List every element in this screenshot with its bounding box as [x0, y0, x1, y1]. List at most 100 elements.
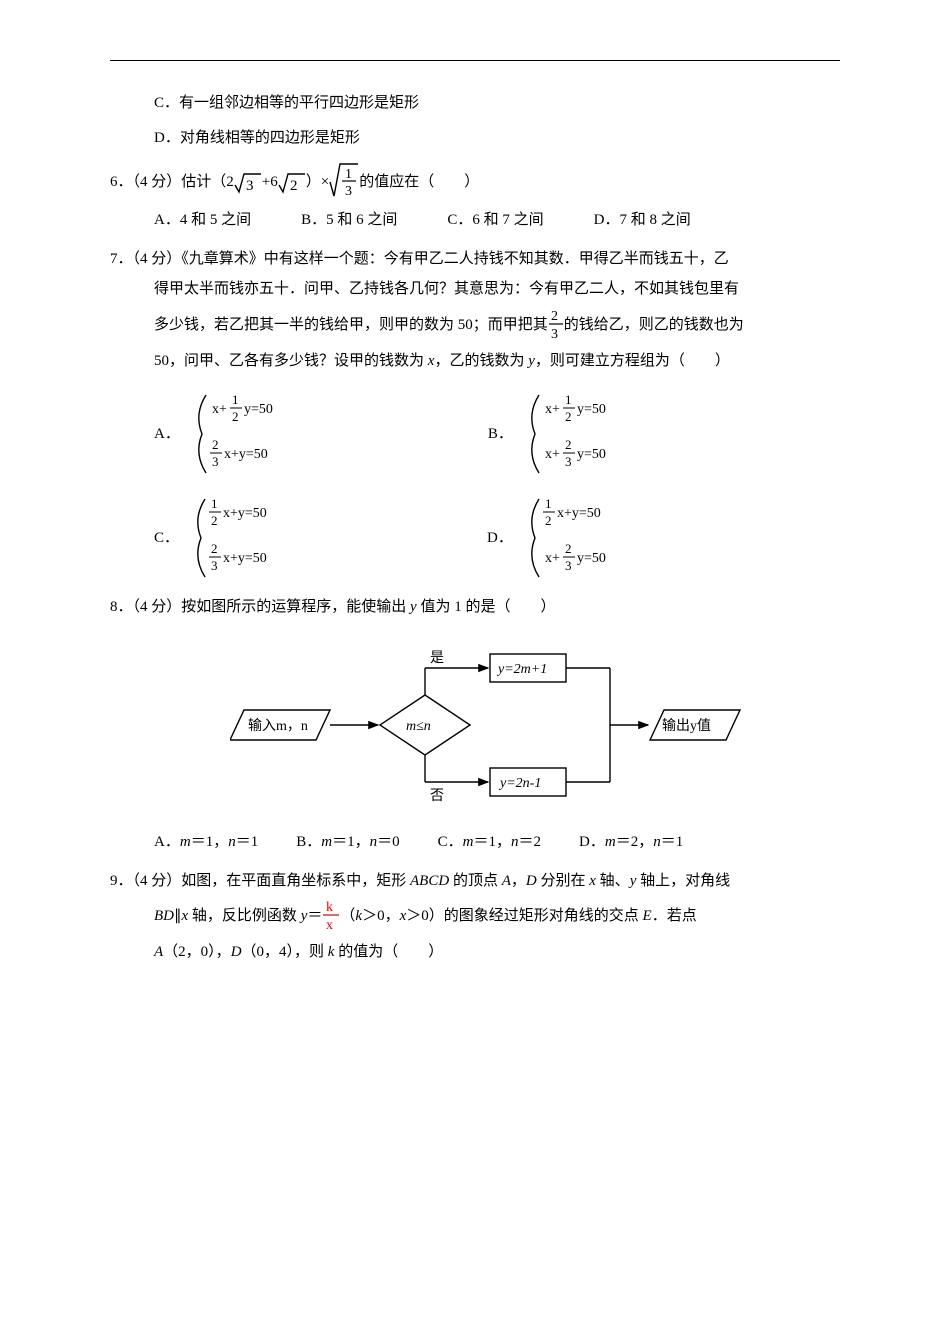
q6-text-1: 6．（4 分）估计（2	[110, 174, 234, 190]
system-c-icon: 1 2 x+y=50 2 3 x+y=50	[187, 493, 307, 583]
question-6: 6．（4 分）估计（23+62）×13的值应在（ ）	[110, 162, 840, 200]
svg-text:y=50: y=50	[244, 402, 273, 417]
svg-text:1: 1	[211, 496, 218, 511]
svg-text:2: 2	[545, 513, 552, 528]
svg-text:x: x	[326, 918, 333, 932]
q9-line2: BD∥x 轴，反比例函数 y＝kx（k＞0，x＞0）的图象经过矩形对角线的交点 …	[110, 897, 840, 936]
svg-text:2: 2	[211, 541, 218, 556]
frac-k-x-icon: kx	[322, 898, 340, 932]
q7-opt-d: D． 1 2 x+y=50 x+ 2 3 y=50	[487, 493, 641, 583]
question-9: 9．（4 分）如图，在平面直角坐标系中，矩形 ABCD 的顶点 A，D 分别在 …	[110, 867, 840, 967]
svg-text:2: 2	[565, 541, 572, 556]
question-8: 8．（4 分）按如图所示的运算程序，能使输出 y 值为 1 的是（ ）	[110, 593, 840, 622]
svg-text:y=50: y=50	[577, 551, 606, 566]
svg-text:y=50: y=50	[577, 402, 606, 417]
svg-text:2: 2	[565, 409, 572, 424]
q8-options: A．m＝1，n＝1 B．m＝1，n＝0 C．m＝1，n＝2 D．m＝2，n＝1	[110, 828, 840, 857]
svg-text:3: 3	[211, 558, 218, 573]
q8-opt-c: C．m＝1，n＝2	[438, 828, 541, 857]
q7-line1: 7．（4 分）《九章算术》中有这样一个题：今有甲乙二人持钱不知其数．甲得乙半而钱…	[110, 245, 840, 274]
sqrt-frac-1-3-icon: 13	[329, 162, 359, 200]
q7-l4b: ，乙的钱数为	[434, 353, 528, 369]
flow-out: 输出y值	[662, 718, 711, 734]
q7-row2: C． 1 2 x+y=50 2 3 x+y=50 D． 1 2 x+y=50 x+ 2 3 y=5…	[110, 493, 840, 583]
svg-text:3: 3	[246, 178, 254, 194]
q6-opt-a: A．4 和 5 之间	[154, 206, 251, 235]
q6-opt-b: B．5 和 6 之间	[301, 206, 397, 235]
question-7: 7．（4 分）《九章算术》中有这样一个题：今有甲乙二人持钱不知其数．甲得乙半而钱…	[110, 245, 840, 584]
q7-row1: A． x+ 1 2 y=50 2 3 x+y=50 B． x+ 1 2 y=50 x+ 2 3 y=5…	[110, 389, 840, 479]
svg-text:x+: x+	[545, 402, 560, 417]
q8-opt-a: A．m＝1，n＝1	[154, 828, 258, 857]
svg-text:3: 3	[345, 184, 352, 199]
prev-opt-d: D．对角线相等的四边形是矩形	[110, 124, 840, 153]
svg-text:2: 2	[232, 409, 239, 424]
q8-post: 值为 1 的是（ ）	[417, 599, 556, 615]
q6-text-3: ）×	[306, 174, 329, 190]
svg-text:y=50: y=50	[577, 447, 606, 462]
svg-text:x+: x+	[545, 551, 560, 566]
svg-text:2: 2	[565, 437, 572, 452]
svg-text:x+: x+	[212, 402, 227, 417]
var-y-q8: y	[410, 599, 417, 615]
prev-opt-c: C．有一组邻边相等的平行四边形是矩形	[110, 89, 840, 118]
flow-f1: y=2m+1	[496, 662, 547, 677]
q9-line1: 9．（4 分）如图，在平面直角坐标系中，矩形 ABCD 的顶点 A，D 分别在 …	[110, 867, 840, 896]
flowchart-svg: 输入m，n m≤n 是 y=2m+1 否 y=2n-1 输出y值	[230, 640, 750, 810]
q7-c-label: C．	[154, 524, 179, 553]
svg-text:1: 1	[565, 392, 572, 407]
svg-text:x+: x+	[545, 447, 560, 462]
q6-opt-d: D．7 和 8 之间	[594, 206, 691, 235]
q7-a-label: A．	[154, 420, 180, 449]
svg-text:2: 2	[290, 178, 298, 194]
system-a-icon: x+ 1 2 y=50 2 3 x+y=50	[188, 389, 308, 479]
flowchart: 输入m，n m≤n 是 y=2m+1 否 y=2n-1 输出y值	[230, 640, 840, 821]
q7-opt-c: C． 1 2 x+y=50 2 3 x+y=50	[154, 493, 307, 583]
svg-text:2: 2	[212, 437, 219, 452]
svg-text:3: 3	[565, 558, 572, 573]
svg-text:x+y=50: x+y=50	[557, 506, 601, 521]
system-b-icon: x+ 1 2 y=50 x+ 2 3 y=50	[521, 389, 641, 479]
q6-text-4: 的值应在（ ）	[359, 174, 479, 190]
svg-text:x+y=50: x+y=50	[224, 447, 268, 462]
q8-opt-d: D．m＝2，n＝1	[579, 828, 683, 857]
flow-no: 否	[430, 789, 444, 804]
q7-opt-a: A． x+ 1 2 y=50 2 3 x+y=50	[154, 389, 308, 479]
exam-page: C．有一组邻边相等的平行四边形是矩形 D．对角线相等的四边形是矩形 6．（4 分…	[110, 60, 840, 967]
svg-text:3: 3	[565, 454, 572, 469]
flow-f2: y=2n-1	[498, 776, 541, 791]
q7-d-label: D．	[487, 524, 513, 553]
q6-text-2: +6	[262, 174, 278, 190]
svg-text:3: 3	[551, 327, 558, 341]
svg-text:3: 3	[212, 454, 219, 469]
svg-text:x+y=50: x+y=50	[223, 506, 267, 521]
svg-text:k: k	[326, 900, 333, 915]
svg-text:2: 2	[211, 513, 218, 528]
svg-text:1: 1	[232, 392, 239, 407]
flow-input: 输入m，n	[248, 718, 308, 734]
q6-options: A．4 和 5 之间 B．5 和 6 之间 C．6 和 7 之间 D．7 和 8…	[110, 206, 840, 235]
q7-b-label: B．	[488, 420, 513, 449]
sqrt2-icon: 2	[278, 172, 306, 194]
svg-text:1: 1	[545, 496, 552, 511]
q7-l4c: ，则可建立方程组为（ ）	[535, 353, 730, 369]
q7-l3a: 多少钱，若乙把其一半的钱给甲，则甲的数为 50；而甲把其	[154, 317, 548, 333]
svg-text:1: 1	[345, 167, 352, 182]
q7-opt-b: B． x+ 1 2 y=50 x+ 2 3 y=50	[488, 389, 641, 479]
q8-opt-b: B．m＝1，n＝0	[296, 828, 399, 857]
q7-line3: 多少钱，若乙把其一半的钱给甲，则甲的数为 50；而甲把其23的钱给乙，则乙的钱数…	[110, 306, 840, 345]
svg-text:2: 2	[551, 309, 558, 324]
flow-cond: m≤n	[406, 719, 431, 734]
q6-opt-c: C．6 和 7 之间	[447, 206, 543, 235]
system-d-icon: 1 2 x+y=50 x+ 2 3 y=50	[521, 493, 641, 583]
svg-text:x+y=50: x+y=50	[223, 551, 267, 566]
q7-l3b: 的钱给乙，则乙的钱数也为	[564, 317, 744, 333]
q7-line2: 得甲太半而钱亦五十．问甲、乙持钱各几何？其意思为：今有甲乙二人，不如其钱包里有	[110, 275, 840, 304]
q7-line4: 50，问甲、乙各有多少钱？设甲的钱数为 x，乙的钱数为 y，则可建立方程组为（ …	[110, 347, 840, 376]
q8-pre: 8．（4 分）按如图所示的运算程序，能使输出	[110, 599, 410, 615]
var-y: y	[528, 353, 535, 369]
sqrt3-icon: 3	[234, 172, 262, 194]
frac-2-3-icon: 23	[548, 307, 564, 341]
q9-line3: A（2，0），D（0，4），则 k 的值为（ ）	[110, 938, 840, 967]
q7-l4a: 50，问甲、乙各有多少钱？设甲的钱数为	[154, 353, 428, 369]
